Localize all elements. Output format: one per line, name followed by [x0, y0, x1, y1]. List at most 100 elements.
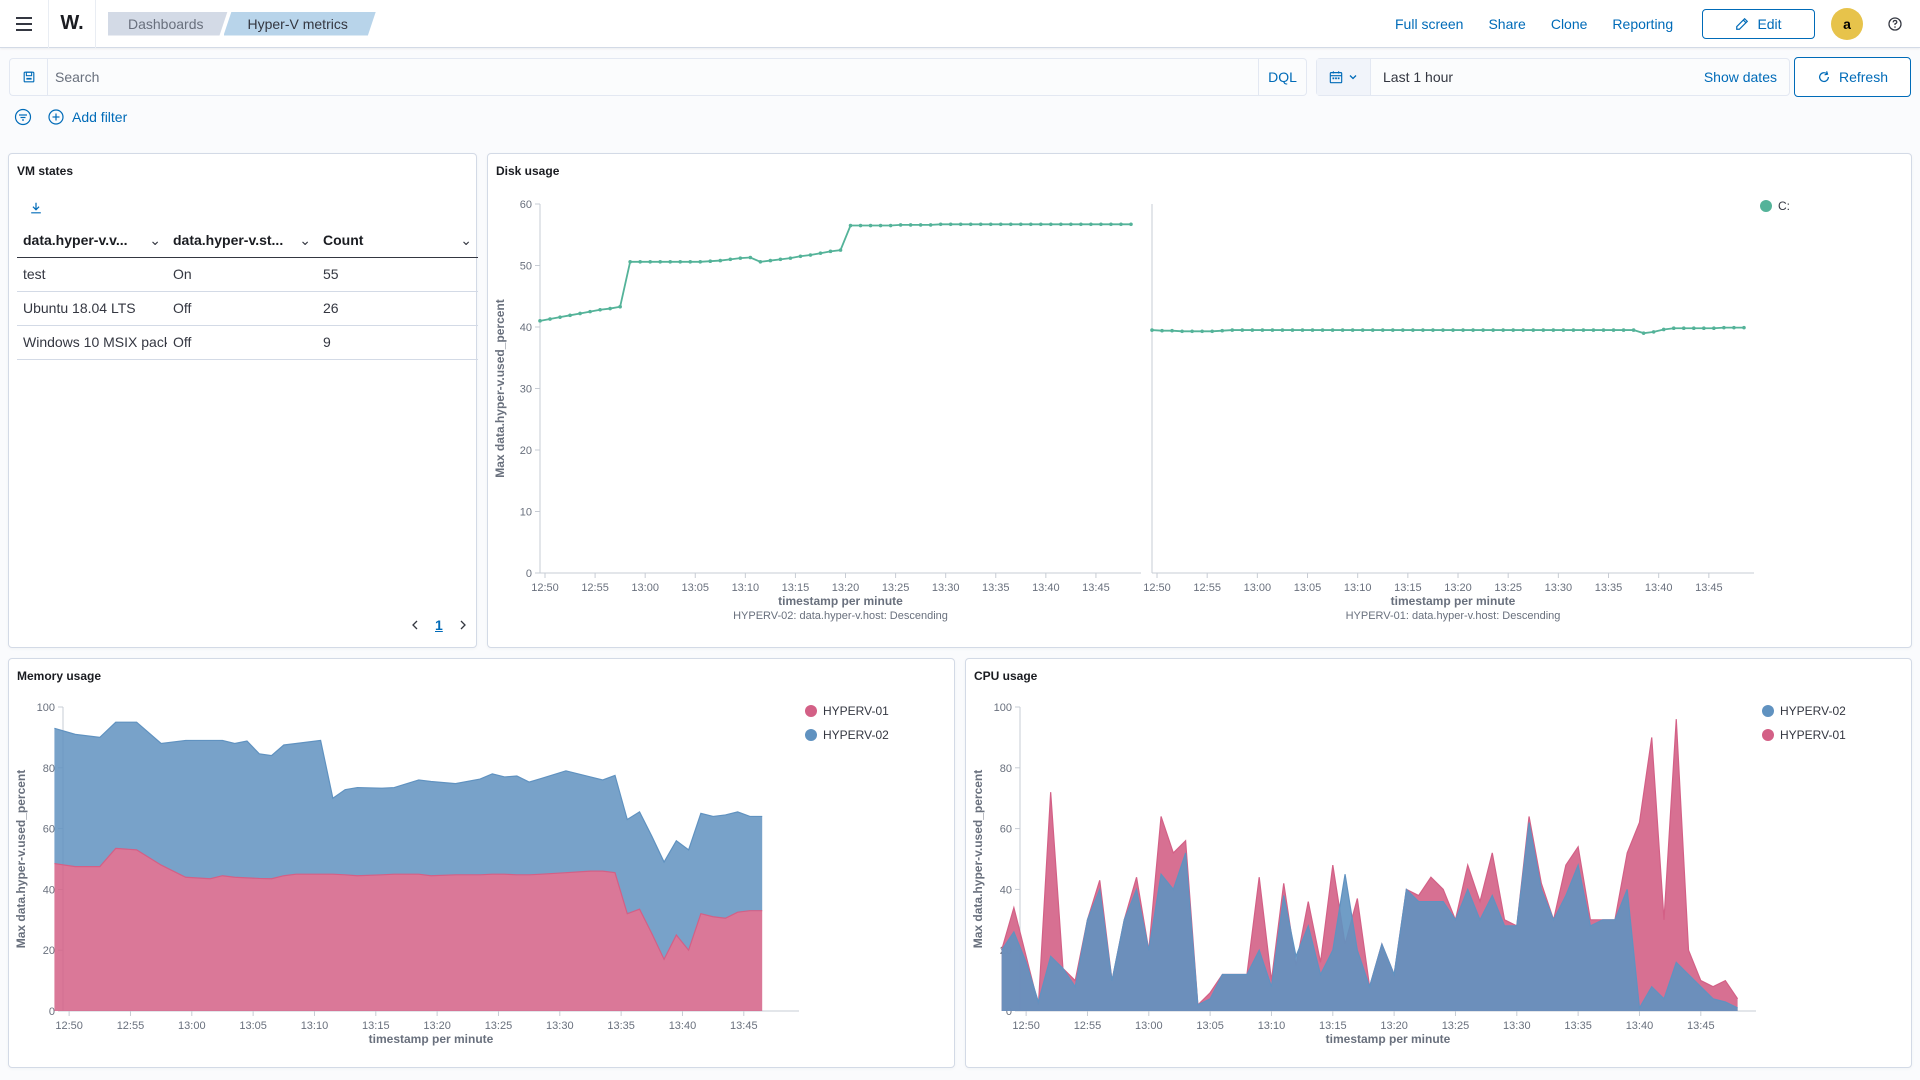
x-tick-label: 13:35 — [1595, 582, 1623, 594]
data-point — [1702, 326, 1706, 331]
edit-button[interactable]: Edit — [1702, 9, 1815, 39]
x-tick-label: 13:40 — [1645, 582, 1673, 594]
clone-link[interactable]: Clone — [1550, 16, 1588, 32]
x-tick-label: 13:25 — [1442, 1020, 1470, 1032]
data-point — [1180, 329, 1184, 334]
reporting-link[interactable]: Reporting — [1612, 16, 1674, 32]
data-point — [838, 248, 843, 252]
data-point — [928, 223, 933, 227]
data-point — [1119, 222, 1123, 227]
data-point — [998, 222, 1003, 227]
data-point — [1401, 328, 1405, 332]
avatar[interactable]: a — [1831, 8, 1863, 40]
data-point — [878, 223, 883, 228]
table-cell: test — [17, 257, 167, 292]
x-tick-label: 12:55 — [1193, 582, 1221, 594]
filter-options-icon[interactable] — [14, 108, 32, 126]
line-hyperv-01 — [54, 847, 763, 961]
data-point — [1742, 325, 1746, 330]
download-icon[interactable] — [29, 201, 43, 215]
data-point — [1150, 328, 1154, 332]
chevron-right-icon[interactable] — [457, 619, 469, 631]
data-point — [848, 223, 853, 228]
data-point — [1250, 328, 1255, 332]
x-tick-label: 12:55 — [117, 1020, 145, 1032]
x-axis-label: timestamp per minute — [1391, 594, 1516, 608]
legend-label: HYPERV-02 — [823, 728, 889, 742]
x-tick-label: 12:55 — [1074, 1020, 1102, 1032]
x-tick-label: 13:05 — [681, 582, 709, 594]
y-tick-label: 0 — [526, 568, 532, 580]
full-screen-link[interactable]: Full screen — [1395, 16, 1464, 32]
data-point — [648, 260, 652, 264]
x-tick-label: 13:30 — [932, 582, 960, 594]
legend-swatch — [1762, 705, 1774, 717]
data-point — [1260, 328, 1265, 332]
date-picker[interactable]: Last 1 hour Show dates — [1316, 58, 1790, 96]
data-point — [538, 319, 542, 323]
table-cell: Ubuntu 18.04 LTS — [17, 291, 167, 326]
data-point — [758, 260, 763, 264]
data-point — [828, 249, 833, 254]
data-point — [1511, 328, 1515, 332]
data-point — [1641, 331, 1646, 335]
data-point — [1370, 328, 1375, 332]
data-point — [718, 258, 723, 263]
data-point — [798, 254, 803, 259]
data-point — [1551, 328, 1556, 332]
data-point — [708, 259, 713, 263]
data-point — [1210, 329, 1214, 334]
logo[interactable]: W. — [48, 0, 96, 48]
data-point — [1631, 328, 1636, 332]
data-point — [778, 257, 783, 262]
x-tick-label: 13:35 — [607, 1020, 635, 1032]
data-point — [1089, 222, 1093, 227]
column-header[interactable]: data.hyper-v.v... ⌄ — [17, 225, 167, 258]
chevron-down-icon: ⌄ — [149, 232, 161, 249]
column-header[interactable]: Count ⌄ — [317, 225, 478, 258]
refresh-button[interactable]: Refresh — [1794, 57, 1911, 97]
disk-usage-panel: Disk usage 0 10 20 30 40 50 60 12:50 12:55 13:00 1… — [487, 153, 1912, 648]
time-range-label[interactable]: Last 1 hour — [1383, 69, 1454, 85]
data-point — [868, 223, 873, 228]
query-language-button[interactable]: DQL — [1259, 58, 1307, 96]
chevron-down-icon: ⌄ — [299, 232, 311, 249]
share-link[interactable]: Share — [1488, 16, 1526, 32]
x-tick-label: 13:20 — [1444, 582, 1472, 594]
pencil-icon — [1736, 17, 1749, 30]
data-point — [858, 223, 863, 228]
x-tick-label: 13:10 — [1258, 1020, 1286, 1032]
chevron-left-icon[interactable] — [409, 619, 421, 631]
data-point — [688, 260, 693, 264]
data-point — [1029, 222, 1033, 227]
legend-label: HYPERV-02 — [1780, 704, 1846, 718]
x-axis-label: timestamp per minute — [369, 1032, 494, 1046]
y-tick-label: 60 — [43, 824, 55, 836]
add-filter-button[interactable]: Add filter — [48, 109, 127, 125]
saved-query-button[interactable] — [9, 58, 47, 96]
data-point — [938, 222, 943, 227]
show-dates-link[interactable]: Show dates — [1703, 69, 1777, 85]
data-point — [1521, 328, 1526, 332]
data-point — [1360, 328, 1365, 332]
y-tick-label: 60 — [520, 199, 532, 211]
data-point — [898, 223, 903, 227]
x-tick-label: 13:15 — [362, 1020, 390, 1032]
panel-title: VM states — [17, 164, 74, 178]
column-header[interactable]: data.hyper-v.st... ⌄ — [167, 225, 317, 258]
data-point — [1039, 222, 1043, 227]
menu-button[interactable] — [0, 0, 48, 48]
breadcrumb-dashboards[interactable]: Dashboards — [108, 12, 228, 36]
data-point — [1561, 328, 1566, 332]
data-point — [1330, 328, 1335, 332]
data-point — [1501, 328, 1505, 332]
help-icon[interactable] — [1885, 14, 1905, 34]
data-point — [1421, 328, 1425, 332]
data-point — [1541, 328, 1546, 332]
table-cell: 55 — [317, 257, 478, 292]
search-input[interactable]: Search — [47, 58, 1259, 96]
page-number[interactable]: 1 — [435, 617, 443, 633]
data-point — [1441, 328, 1445, 332]
data-point — [1380, 328, 1385, 332]
quick-menu-button[interactable] — [1317, 59, 1371, 95]
